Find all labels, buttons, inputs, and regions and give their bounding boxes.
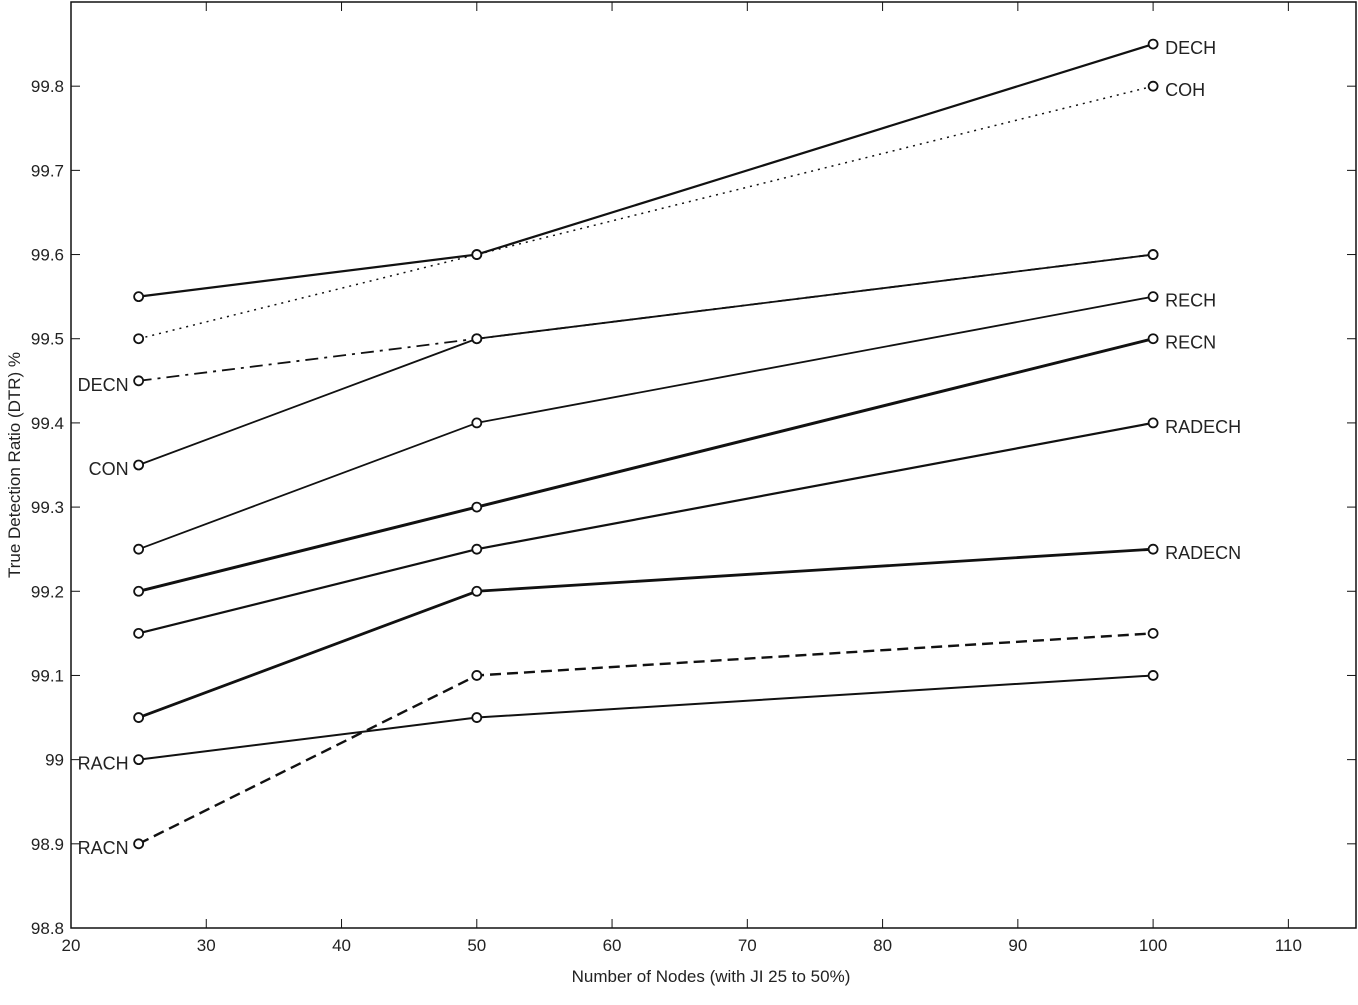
data-point [471, 585, 483, 597]
series-label: RECN [1165, 333, 1216, 353]
series-line-7 [138, 421, 1154, 635]
series-label: CON [89, 459, 129, 479]
marker-layer [133, 38, 1159, 850]
axes-layer: 20 30 40 50 60 70 80 90 100 110 98.8 98.9 99 99.1 99.2… [31, 1, 1357, 955]
data-point [471, 501, 483, 513]
series-label: RACN [78, 838, 129, 858]
x-tick-label: 100 [1139, 936, 1167, 955]
y-tick-label: 99.7 [31, 161, 64, 180]
y-tick-label: 99.3 [31, 498, 64, 517]
data-point [1147, 38, 1159, 50]
series-label: DECH [1165, 38, 1216, 58]
data-point [133, 375, 145, 387]
label-layer: DECH COH RECH RECN RADECH RADECN DECN CON RACH RA… [78, 38, 1242, 858]
y-tick-label: 99.4 [31, 414, 64, 433]
series-label: RADECN [1165, 543, 1241, 563]
x-tick-label: 60 [603, 936, 622, 955]
data-point [133, 712, 145, 723]
data-point [471, 333, 483, 345]
y-tick-label: 99.1 [31, 666, 64, 685]
y-tick-label: 98.9 [31, 835, 64, 854]
x-tick-label: 30 [197, 936, 216, 955]
data-point [1147, 291, 1159, 303]
x-tick-label: 80 [873, 936, 892, 955]
x-tick-label: 110 [1275, 936, 1302, 955]
data-point [1147, 627, 1159, 639]
x-axis-title: Number of Nodes (with JI 25 to 50%) [572, 967, 851, 986]
y-tick-label: 98.8 [31, 919, 64, 938]
data-point [133, 585, 145, 597]
data-point [1147, 249, 1159, 260]
data-point [1147, 417, 1159, 429]
plot-frame [70, 1, 1357, 929]
series-line-6 [138, 337, 1154, 593]
data-point [133, 627, 145, 639]
x-tick-label: 20 [62, 936, 81, 955]
series-line-9 [138, 632, 1154, 845]
x-tick-label: 40 [332, 936, 351, 955]
series-label: RACH [78, 754, 129, 774]
data-point [471, 543, 483, 555]
series-line-1 [138, 43, 1154, 298]
data-point [1147, 670, 1159, 681]
y-tick-label: 99.5 [31, 330, 64, 349]
data-point [133, 459, 145, 471]
series-line-5 [138, 295, 1154, 551]
series-line-8 [138, 547, 1154, 719]
data-point [471, 249, 483, 260]
data-point [133, 754, 145, 766]
y-tick-label: 99 [45, 751, 64, 770]
data-point [133, 291, 145, 303]
series-label: RADECH [1165, 417, 1241, 437]
y-axis-title: True Detection Ratio (DTR) % [5, 352, 24, 578]
series-label: RECH [1165, 291, 1216, 311]
data-point [133, 838, 145, 850]
data-point [1147, 80, 1159, 92]
data-point [133, 543, 145, 555]
data-point [133, 333, 145, 345]
data-point [1147, 543, 1159, 555]
y-tick-label: 99.8 [31, 77, 64, 96]
data-point [471, 712, 483, 723]
series-line-4 [138, 253, 1154, 466]
series-layer [138, 43, 1154, 845]
data-point [1147, 333, 1159, 345]
series-line-2 [138, 85, 1154, 340]
x-tick-label: 70 [738, 936, 757, 955]
x-tick-label: 90 [1008, 936, 1027, 955]
series-line-10 [138, 674, 1154, 761]
y-tick-label: 99.2 [31, 582, 64, 601]
y-tick-label: 99.6 [31, 246, 64, 265]
series-label: DECN [78, 375, 129, 395]
data-point [471, 670, 483, 681]
series-label: COH [1165, 80, 1205, 100]
data-point [471, 417, 483, 429]
x-tick-label: 50 [467, 936, 486, 955]
